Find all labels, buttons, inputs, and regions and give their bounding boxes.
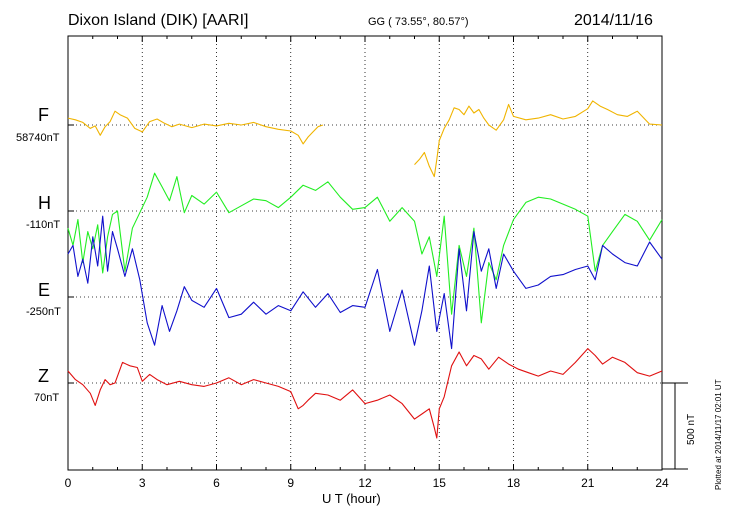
series-label-z: Z: [38, 366, 49, 386]
x-axis-title: U T (hour): [322, 491, 381, 506]
x-tick-label: 0: [65, 476, 72, 490]
x-tick-label: 12: [358, 476, 372, 490]
scale-bar-label: 500 nT: [686, 413, 697, 445]
series-baseline-e: -250nT: [26, 306, 61, 318]
series-baseline-z: 70nT: [34, 392, 60, 404]
x-tick-label: 18: [507, 476, 521, 490]
x-tick-label: 9: [287, 476, 294, 490]
x-tick-label: 15: [433, 476, 447, 490]
series-line-z: [67, 348, 663, 439]
series-label-f: F: [38, 105, 49, 125]
series-line-h: [67, 172, 663, 324]
x-tick-label: 6: [213, 476, 220, 490]
x-tick-label: 21: [581, 476, 595, 490]
chart-date: 2014/11/16: [574, 12, 653, 29]
series-label-e: E: [38, 280, 51, 300]
plotted-timestamp: Plotted at 2014/11/17 02:01 UT: [714, 379, 723, 490]
chart-title: Dixon Island (DIK) [AARI]: [68, 12, 249, 29]
series-line-f: [67, 100, 663, 178]
x-tick-label: 24: [655, 476, 669, 490]
series-baseline-f: 58740nT: [16, 132, 60, 144]
series-baseline-h: -110nT: [26, 219, 61, 231]
series-label-h: H: [38, 193, 51, 213]
x-tick-label: 3: [139, 476, 146, 490]
station-coordinates: GG ( 73.55°, 80.57°): [368, 16, 469, 28]
series-line-e: [67, 215, 663, 350]
